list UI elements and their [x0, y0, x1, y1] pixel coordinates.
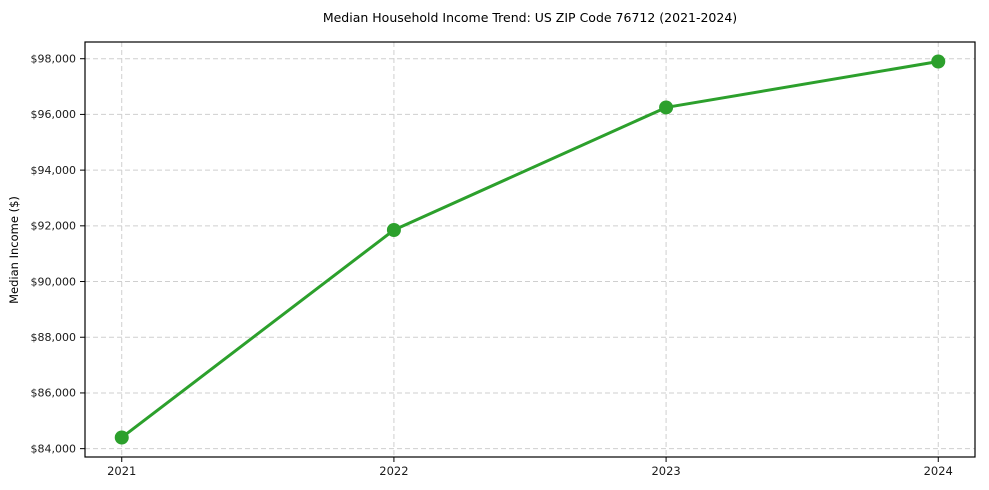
data-point-2022	[386, 223, 401, 238]
plot-border	[84, 41, 976, 458]
y-tick-label: $86,000	[31, 387, 77, 400]
x-tick-label: 2024	[924, 464, 953, 478]
y-tick-label: $84,000	[31, 442, 77, 455]
y-tick-label: $88,000	[31, 331, 77, 344]
y-tick-label: $98,000	[31, 52, 77, 65]
y-tick-label: $94,000	[31, 164, 77, 177]
x-tick-label: 2021	[107, 464, 136, 478]
data-point-2021	[114, 430, 129, 445]
income-trend-line	[120, 59, 940, 440]
x-tick-label: 2022	[379, 464, 408, 478]
y-tick-label: $96,000	[31, 108, 77, 121]
y-tick-label: $90,000	[31, 275, 77, 288]
chart-title: Median Household Income Trend: US ZIP Co…	[322, 10, 738, 25]
data-point-2023	[659, 100, 674, 115]
data-point-2024	[931, 54, 946, 69]
x-tick-label: 2023	[651, 464, 680, 478]
y-tick-label: $92,000	[31, 220, 77, 233]
